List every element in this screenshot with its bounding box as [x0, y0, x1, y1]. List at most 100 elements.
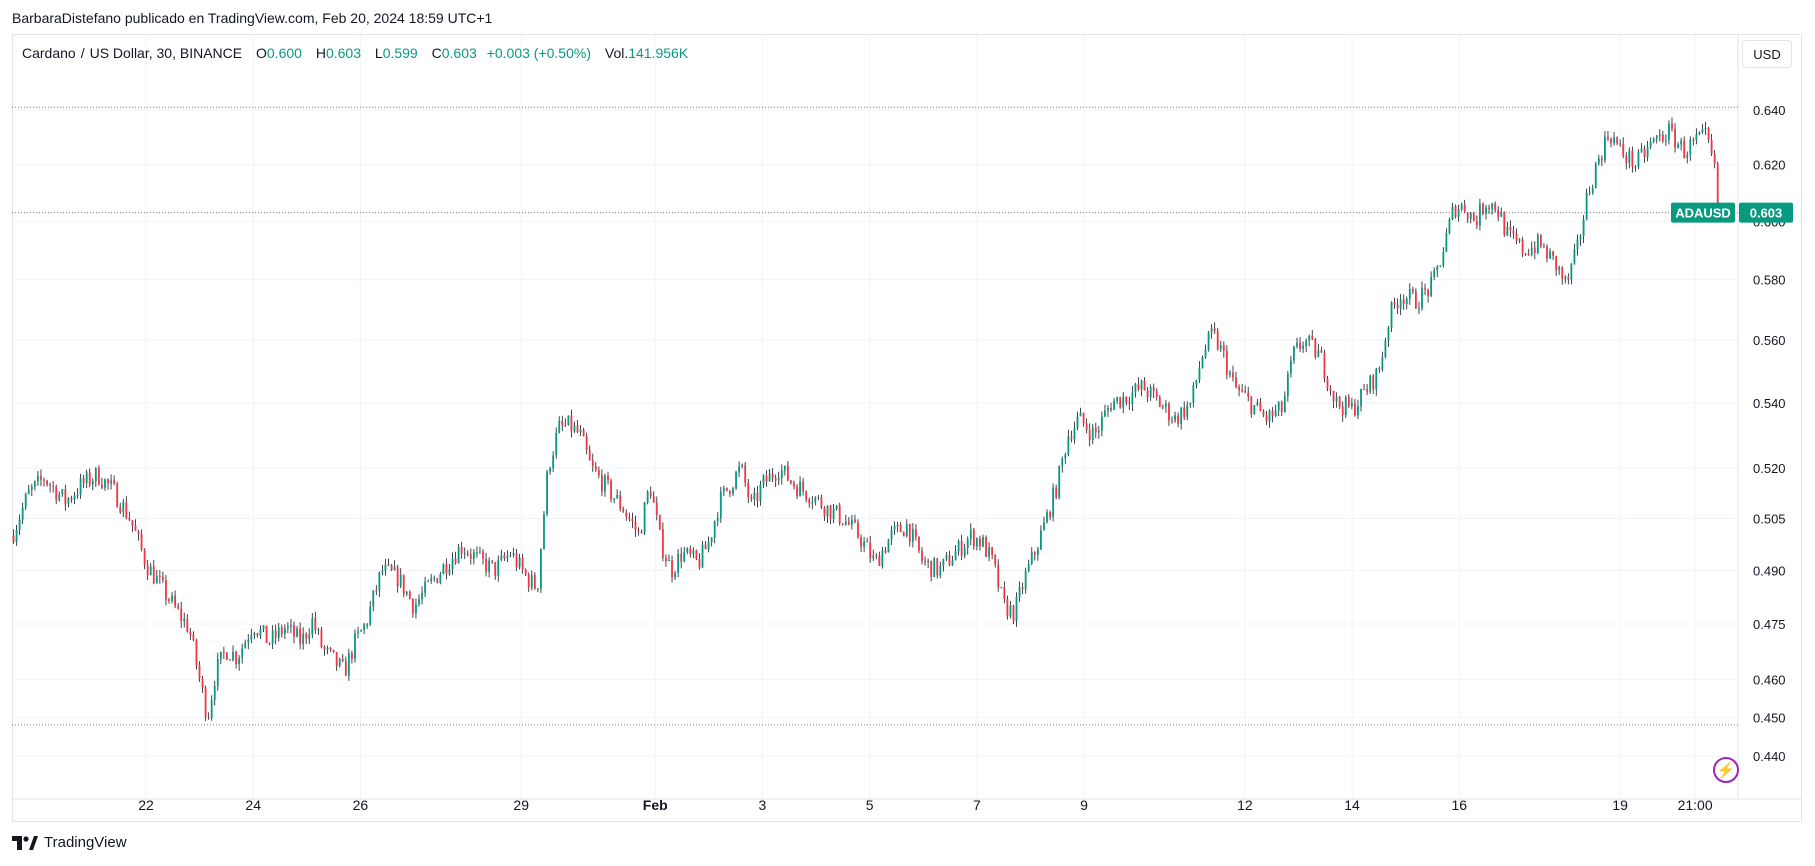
candle-body	[235, 652, 237, 664]
candle-body	[247, 639, 250, 643]
candle-body	[299, 628, 302, 645]
candle-body	[1518, 239, 1521, 241]
candle-body	[137, 530, 140, 535]
candle-body	[957, 541, 960, 552]
candle-body	[719, 491, 722, 519]
candle-body	[335, 652, 338, 667]
lightning-icon[interactable]: ⚡	[1713, 757, 1739, 783]
candle-body	[280, 627, 283, 635]
candle-body	[668, 560, 670, 562]
candle-body	[1235, 377, 1237, 387]
candle-body	[908, 523, 911, 542]
candle-body	[488, 560, 491, 572]
currency-button[interactable]: USD	[1742, 40, 1792, 68]
candle-body	[683, 551, 686, 562]
candle-body	[649, 491, 652, 497]
candle-body	[1375, 368, 1378, 390]
candle-body	[1552, 251, 1555, 256]
candle-body	[783, 465, 786, 471]
symbol-legend[interactable]: Cardano / US Dollar, 30, BINANCE O0.600 H0…	[22, 45, 689, 61]
candle-body	[805, 491, 808, 500]
candle-body	[61, 489, 64, 495]
candle-body	[1640, 148, 1643, 152]
candle-body	[390, 564, 393, 571]
candle-body	[1561, 267, 1564, 279]
candle-body	[814, 497, 817, 503]
candle-body	[604, 475, 606, 492]
candle-body	[881, 550, 884, 566]
candle-body	[1527, 253, 1530, 255]
candle-body	[689, 548, 692, 555]
candle-body	[1710, 139, 1713, 154]
candle-body	[1155, 391, 1158, 398]
candle-body	[756, 492, 759, 502]
candle-body	[1600, 158, 1603, 161]
candle-body	[1027, 563, 1030, 572]
candle-body	[1131, 392, 1134, 405]
candle-body	[1607, 136, 1609, 139]
candle-body	[887, 539, 890, 553]
candle-body	[262, 625, 265, 630]
candle-body	[939, 565, 942, 576]
candle-body	[899, 524, 902, 533]
y-tick-label: 0.540	[1753, 396, 1786, 411]
candle-body	[1579, 236, 1582, 240]
candle-body	[469, 554, 472, 559]
candle-body	[97, 468, 100, 485]
candle-body	[1088, 429, 1091, 441]
candle-body	[91, 481, 94, 485]
candle-body	[1277, 401, 1280, 411]
candle-body	[1695, 134, 1698, 141]
candle-body	[183, 618, 186, 622]
legend-quote: US Dollar	[89, 45, 149, 61]
candle-body	[1012, 605, 1015, 622]
candle-body	[204, 687, 207, 718]
candle-body	[1213, 328, 1216, 332]
candle-body	[445, 564, 448, 574]
candle-body	[933, 558, 936, 577]
candle-body	[1543, 246, 1545, 248]
candle-body	[829, 505, 832, 520]
candle-body	[1384, 340, 1387, 358]
candle-body	[1180, 407, 1183, 424]
candle-body	[1475, 220, 1478, 226]
candle-body	[1253, 405, 1256, 414]
candle-body	[58, 494, 61, 501]
candle-body	[1509, 226, 1512, 231]
candle-body	[854, 519, 856, 523]
candle-body	[671, 560, 673, 578]
candle-body	[543, 514, 545, 550]
candle-body	[274, 630, 277, 638]
candle-body	[134, 525, 137, 531]
candle-body	[521, 557, 524, 570]
candle-body	[1680, 140, 1683, 145]
candle-body	[942, 558, 945, 566]
candle-body	[351, 652, 353, 659]
tradingview-logo[interactable]: TradingView	[12, 834, 127, 851]
candle-body	[905, 523, 908, 537]
candle-body	[884, 550, 887, 553]
candle-body	[619, 494, 622, 509]
candle-body	[421, 592, 423, 600]
x-tick-label: 5	[866, 797, 874, 813]
candle-body	[226, 652, 228, 660]
candle-body	[1326, 378, 1329, 389]
candle-body	[189, 631, 192, 635]
candle-body	[12, 535, 15, 543]
candle-body	[503, 555, 506, 559]
candle-body	[594, 466, 597, 471]
candle-body	[817, 497, 820, 499]
candle-body	[1369, 375, 1372, 392]
candle-body	[585, 436, 588, 451]
candle-body	[1570, 263, 1573, 280]
candle-body	[1082, 412, 1085, 424]
candle-body	[1634, 166, 1637, 168]
candle-body	[1311, 335, 1314, 339]
candle-body	[658, 515, 661, 530]
candle-body	[972, 529, 975, 547]
open-value: 0.600	[266, 45, 302, 61]
y-tick-label: 0.560	[1753, 333, 1786, 348]
candle-body	[21, 507, 24, 520]
tradingview-brand: TradingView	[44, 834, 127, 851]
